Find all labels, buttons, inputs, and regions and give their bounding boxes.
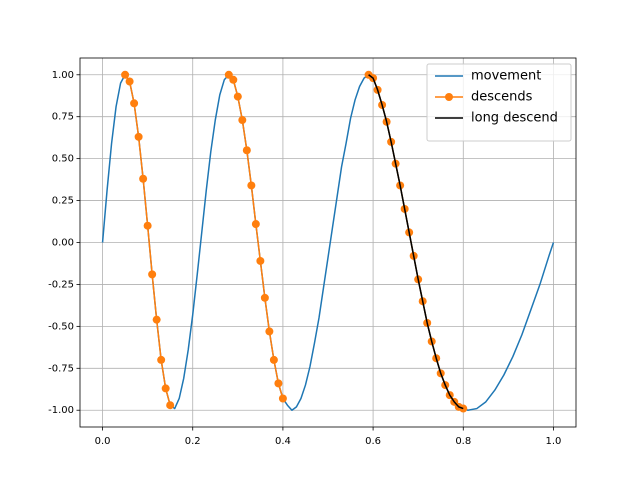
data-point bbox=[256, 256, 265, 265]
data-point bbox=[143, 221, 152, 230]
data-point bbox=[229, 75, 238, 84]
data-point bbox=[139, 174, 148, 183]
y-tick-label: 0.50 bbox=[52, 154, 74, 165]
legend-label: descends bbox=[471, 90, 533, 105]
y-tick-label: -0.25 bbox=[48, 279, 74, 290]
data-point bbox=[152, 315, 161, 324]
data-point bbox=[251, 220, 260, 229]
data-point bbox=[274, 379, 283, 388]
data-point bbox=[265, 327, 274, 336]
legend-marker bbox=[445, 93, 453, 101]
data-point bbox=[242, 146, 251, 155]
x-tick-label: 0.0 bbox=[95, 436, 111, 447]
y-tick-label: 1.00 bbox=[52, 70, 74, 81]
data-point bbox=[247, 181, 256, 190]
plot-frame bbox=[79, 57, 577, 428]
series-line bbox=[124, 74, 464, 410]
data-point bbox=[161, 384, 170, 393]
x-tick-label: 0.8 bbox=[455, 436, 471, 447]
data-point bbox=[157, 355, 166, 364]
legend-label: movement bbox=[471, 69, 541, 84]
data-point bbox=[278, 394, 287, 403]
data-point bbox=[260, 293, 269, 302]
legend-box bbox=[426, 63, 572, 142]
y-tick-label: -0.50 bbox=[48, 321, 74, 332]
y-tick-label: 0.75 bbox=[52, 112, 74, 123]
data-point bbox=[166, 401, 175, 410]
y-tick-label: 0.25 bbox=[52, 196, 74, 207]
data-point bbox=[125, 77, 134, 86]
data-point bbox=[148, 270, 157, 279]
data-point bbox=[459, 404, 468, 413]
x-tick-label: 0.6 bbox=[365, 436, 381, 447]
data-point bbox=[121, 70, 130, 79]
data-point bbox=[134, 132, 143, 141]
y-tick-label: -1.00 bbox=[48, 405, 74, 416]
y-tick-label: -0.75 bbox=[48, 363, 74, 374]
x-tick-label: 1.0 bbox=[546, 436, 562, 447]
data-point bbox=[233, 92, 242, 101]
data-point bbox=[269, 355, 278, 364]
y-tick-label: 0.00 bbox=[52, 238, 74, 249]
series-line bbox=[368, 74, 464, 410]
x-tick-label: 0.4 bbox=[275, 436, 291, 447]
legend-label: long descend bbox=[471, 111, 558, 126]
data-point bbox=[130, 99, 139, 108]
x-tick-label: 0.2 bbox=[185, 436, 201, 447]
data-point bbox=[238, 116, 247, 125]
